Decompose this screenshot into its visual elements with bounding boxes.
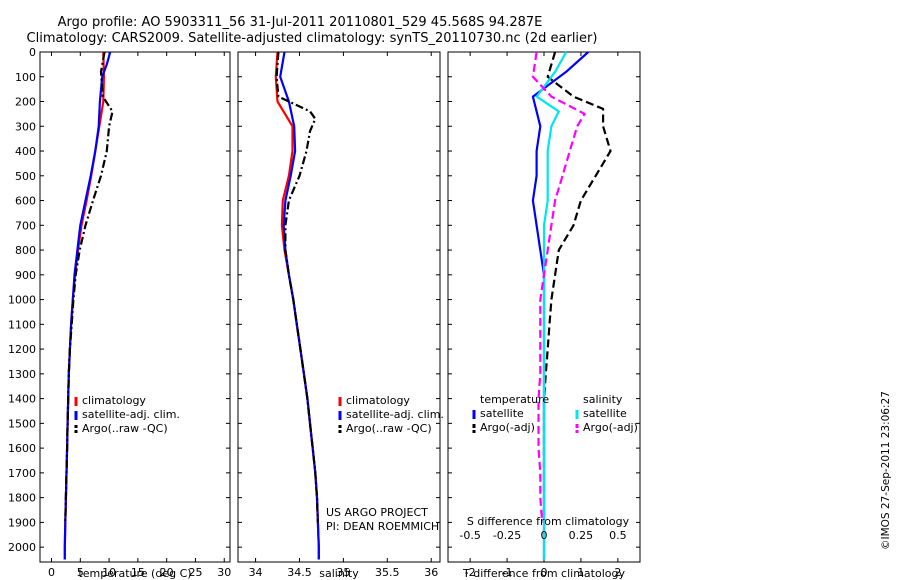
- difference-s-tick-label: 0.5: [609, 529, 627, 542]
- temperature-ytick-label: 800: [15, 244, 36, 257]
- difference-s-tick-label: 0.25: [569, 529, 594, 542]
- legend-entry: climatology: [82, 394, 146, 407]
- temperature-ytick-label: 300: [15, 120, 36, 133]
- salinity-xtick-label: 35.5: [375, 566, 400, 579]
- pi-label: PI: DEAN ROEMMICH: [326, 520, 439, 533]
- difference-xtick-label: 0: [541, 566, 548, 579]
- difference-profile-panel: -2 -1 0 1 2T difference from climatology temp…: [447, 51, 641, 580]
- difference-xtick-label: 1: [577, 566, 584, 579]
- salinity-xtick-label: 34: [249, 566, 263, 579]
- credit-label: ©IMOS 27-Sep-2011 23:06:27: [880, 391, 892, 550]
- legend-entry: Argo(-adj): [480, 421, 535, 434]
- legend-title-temperature: temperature: [480, 393, 549, 406]
- temperature-plot-frame: [39, 51, 231, 563]
- temperature-ytick-label: 1800: [8, 492, 36, 505]
- salinity-plot-frame: [237, 51, 441, 563]
- figure-title-line2: Climatology: CARS2009. Satellite-adjuste…: [27, 31, 598, 46]
- temperature-xtick-label: 25: [188, 566, 202, 579]
- temperature-ytick-label: 0: [29, 46, 36, 59]
- legend-entry: Argo(-adj): [583, 421, 638, 434]
- temperature-ytick-label: 200: [15, 96, 36, 109]
- difference-xtick-label: -2: [465, 566, 476, 579]
- salinity-xtick-label: 35: [336, 566, 350, 579]
- temperature-ytick-label: 1100: [8, 318, 36, 331]
- legend-entry: satellite: [583, 407, 627, 420]
- difference-xtick-label: -1: [502, 566, 513, 579]
- legend-entry: Argo(..raw -QC): [346, 422, 432, 435]
- legend-entry: Argo(..raw -QC): [82, 422, 168, 435]
- difference-series-2: [535, 51, 568, 560]
- temperature-ytick-label: 900: [15, 269, 36, 282]
- legend-entry: climatology: [346, 394, 410, 407]
- temperature-ytick-label: 500: [15, 170, 36, 183]
- temperature-profile-panel: 0 5 10 15 20 25 300100200300400500600700800900…: [8, 46, 231, 580]
- difference-s-axis-label: S difference from climatology: [467, 515, 630, 528]
- difference-s-tick-label: -0.25: [493, 529, 521, 542]
- temperature-xtick-label: 0: [48, 566, 55, 579]
- legend-entry: satellite-adj. clim.: [82, 408, 180, 421]
- temperature-series-2: [64, 51, 114, 523]
- temperature-ytick-label: 1600: [8, 442, 36, 455]
- salinity-xtick-label: 34.5: [287, 566, 312, 579]
- temperature-ytick-label: 400: [15, 145, 36, 158]
- salinity-xlabel: salinity: [319, 567, 359, 580]
- temperature-ytick-label: 600: [15, 195, 36, 208]
- temperature-xlabel: temperature (deg C): [78, 567, 191, 580]
- difference-s-tick-label: 0: [541, 529, 548, 542]
- temperature-ytick-label: 1000: [8, 294, 36, 307]
- legend-entry: satellite: [480, 407, 524, 420]
- temperature-ytick-label: 1900: [8, 516, 36, 529]
- temperature-ytick-label: 1200: [8, 343, 36, 356]
- temperature-xtick-label: 10: [102, 566, 116, 579]
- figure-title-line1: Argo profile: AO 5903311_56 31-Jul-2011 …: [58, 15, 543, 30]
- temperature-xtick-label: 5: [77, 566, 84, 579]
- salinity-profile-panel: 34 34.5 35 35.5 36 salinity climatologysatelli…: [237, 51, 444, 580]
- difference-series-3: [531, 51, 586, 523]
- legend-title-salinity: salinity: [583, 393, 623, 406]
- salinity-xtick-label: 36: [424, 566, 438, 579]
- temperature-ytick-label: 1500: [8, 417, 36, 430]
- temperature-xtick-label: 20: [160, 566, 174, 579]
- temperature-ytick-label: 100: [15, 71, 36, 84]
- temperature-ytick-label: 1700: [8, 467, 36, 480]
- salinity-series-2: [275, 51, 319, 523]
- temperature-ytick-label: 2000: [8, 541, 36, 554]
- temperature-xtick-label: 30: [217, 566, 231, 579]
- difference-xlabel: T difference from climatology: [462, 567, 625, 580]
- difference-xtick-label: 2: [614, 566, 621, 579]
- temperature-xtick-label: 15: [131, 566, 145, 579]
- legend-entry: satellite-adj. clim.: [346, 408, 444, 421]
- project-label: US ARGO PROJECT: [326, 506, 428, 519]
- temperature-ytick-label: 1300: [8, 368, 36, 381]
- temperature-ytick-label: 1400: [8, 393, 36, 406]
- difference-s-tick-label: -0.5: [459, 529, 480, 542]
- temperature-ytick-label: 700: [15, 219, 36, 232]
